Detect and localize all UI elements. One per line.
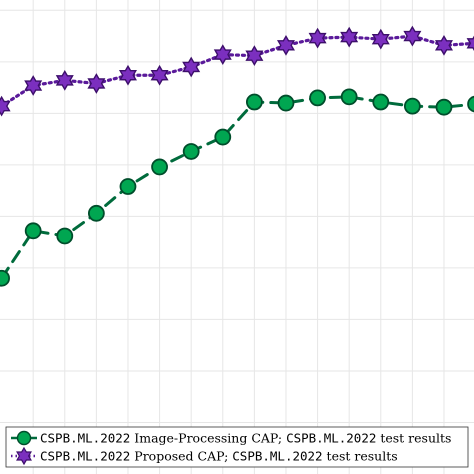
series-line-1 <box>0 34 474 108</box>
legend-label-proposed: CSPB.ML.2022 Proposed CAP; CSPB.ML.2022 … <box>40 449 398 464</box>
data-point-1-9 <box>276 34 295 56</box>
data-point-0-0 <box>0 269 10 287</box>
data-point-0-6 <box>182 143 200 160</box>
data-point-1-1 <box>24 75 43 96</box>
data-point-1-15 <box>466 35 474 51</box>
data-point-0-5 <box>151 158 168 176</box>
series-lines <box>0 34 474 280</box>
data-point-0-11 <box>340 88 358 106</box>
legend-box <box>5 426 469 468</box>
legend-label-image-processing: CSPB.ML.2022 Image-Processing CAP; CSPB.… <box>40 431 451 446</box>
data-point-1-0 <box>0 95 11 117</box>
series-line-0 <box>0 95 474 280</box>
data-point-0-9 <box>277 94 295 112</box>
data-point-1-11 <box>340 26 359 48</box>
data-point-1-2 <box>55 69 74 91</box>
data-point-0-4 <box>119 178 137 195</box>
data-point-0-2 <box>56 227 74 245</box>
legend-marker-image-processing <box>16 430 32 446</box>
data-point-0-7 <box>214 128 232 146</box>
data-point-1-5 <box>150 64 169 86</box>
legend-marker-proposed <box>16 446 32 466</box>
data-point-0-1 <box>24 222 42 240</box>
data-point-0-3 <box>87 204 105 222</box>
data-point-1-4 <box>118 64 137 86</box>
legend: CSPB.ML.2022 Image-Processing CAP; CSPB.… <box>5 426 469 468</box>
data-point-1-13 <box>403 25 422 47</box>
legend-entry-image-processing: CSPB.ML.2022 Image-Processing CAP; CSPB.… <box>11 431 451 446</box>
data-point-0-8 <box>245 93 263 111</box>
data-point-1-12 <box>371 28 390 50</box>
data-point-0-10 <box>309 89 326 107</box>
data-point-1-14 <box>434 34 453 56</box>
data-point-1-10 <box>308 27 327 49</box>
data-point-0-12 <box>372 93 390 111</box>
data-point-1-8 <box>245 45 264 67</box>
data-point-1-3 <box>87 73 106 94</box>
data-point-0-15 <box>467 95 474 113</box>
data-point-1-6 <box>182 56 201 78</box>
series-markers <box>0 25 474 287</box>
data-point-0-13 <box>403 97 421 115</box>
data-point-0-14 <box>435 98 453 116</box>
legend-entry-proposed: CSPB.ML.2022 Proposed CAP; CSPB.ML.2022 … <box>11 446 398 466</box>
data-point-1-7 <box>213 44 232 66</box>
